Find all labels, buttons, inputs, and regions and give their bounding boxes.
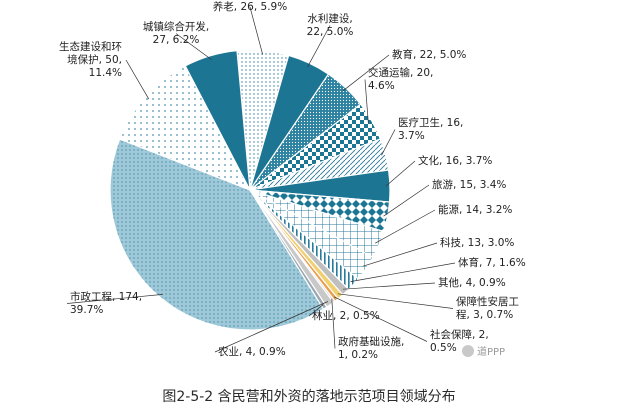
leader-line-11 [342, 282, 436, 290]
data-label-18: 生态建设和环境保护, 50, 11.4% [59, 40, 122, 79]
leader-line-13 [333, 296, 428, 342]
pie-slice-18 [118, 65, 252, 192]
leader-line-17 [66, 294, 163, 304]
leader-line-5 [381, 129, 396, 156]
data-label-15: 农业, 4, 0.9% [218, 345, 286, 358]
data-label-14: 政府基础设施, 1, 0.2% [338, 335, 404, 361]
data-label-16: 林业, 2, 0.5% [312, 309, 380, 322]
leader-line-9 [362, 242, 438, 267]
leader-line-12 [337, 293, 454, 309]
data-label-6: 文化, 16, 3.7% [418, 154, 492, 167]
data-label-9: 科技, 13, 3.0% [440, 236, 514, 249]
data-label-2: 水利建设, 22, 5.0% [307, 12, 354, 38]
pie-slice-19 [184, 49, 251, 191]
leader-line-10 [350, 262, 456, 282]
leader-line-3 [342, 54, 390, 92]
data-label-4: 交通运输, 20, 4.6% [368, 66, 433, 92]
data-label-8: 能源, 14, 3.2% [438, 203, 512, 216]
leader-line-8 [375, 209, 436, 244]
data-label-1: 养老, 26, 5.9% [213, 0, 287, 13]
watermark: 道PPP [462, 343, 505, 358]
data-label-7: 旅游, 15, 3.4% [432, 178, 506, 191]
leader-line-16 [308, 304, 324, 317]
data-label-3: 教育, 22, 5.0% [392, 48, 466, 61]
data-label-11: 其他, 4, 0.9% [438, 276, 506, 289]
chart-caption: 图2-5-2 含民营和外资的落地示范项目领域分布 [162, 389, 456, 405]
leader-line-1 [249, 6, 264, 55]
leader-line-2 [307, 25, 331, 67]
leader-line-19 [175, 33, 212, 60]
data-label-5: 医疗卫生, 16, 3.7% [398, 116, 463, 142]
data-label-19: 城镇综合开发, 27, 6.2% [143, 20, 209, 46]
pie-chart: 养老, 26, 5.9% 水利建设, 22, 5.0% 教育, 22, 5.0% 交通运… [59, 0, 526, 361]
leader-line-14 [331, 298, 336, 349]
watermark-text: 道PPP [477, 347, 506, 358]
pie-slice-17 [109, 138, 325, 331]
leader-line-6 [385, 160, 416, 187]
data-label-12: 保障性安居工程, 3, 0.7% [456, 295, 519, 321]
leader-line-7 [383, 184, 430, 217]
leader-line-4 [364, 79, 369, 123]
leader-line-18 [125, 59, 150, 100]
watermark-icon [462, 345, 474, 357]
data-label-10: 体育, 7, 1.6% [458, 256, 526, 269]
data-label-13: 社会保障, 2, 0.5% [430, 328, 489, 354]
leader-line-15 [214, 301, 329, 353]
data-label-17: 市政工程, 174, 39.7% [70, 290, 142, 316]
